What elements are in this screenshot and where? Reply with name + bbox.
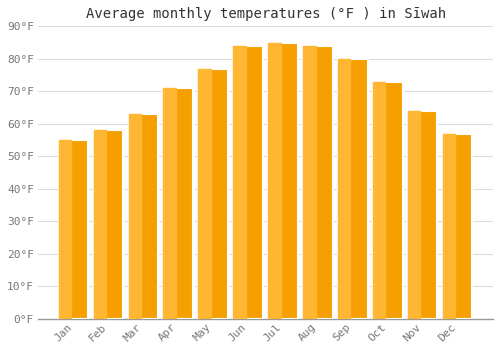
Bar — [408, 111, 438, 319]
Bar — [59, 140, 88, 319]
Bar — [59, 140, 72, 319]
Bar — [234, 46, 263, 319]
Bar — [442, 134, 455, 319]
Bar — [198, 69, 228, 319]
Bar — [268, 43, 280, 319]
Bar — [338, 59, 350, 319]
Bar — [94, 130, 124, 319]
Bar — [128, 114, 141, 319]
Bar — [303, 46, 316, 319]
Bar — [268, 43, 298, 319]
Bar — [164, 88, 193, 319]
Bar — [94, 130, 106, 319]
Bar — [164, 88, 176, 319]
Bar — [234, 46, 246, 319]
Bar — [373, 82, 402, 319]
Bar — [198, 69, 211, 319]
Bar — [303, 46, 333, 319]
Bar — [408, 111, 420, 319]
Bar — [338, 59, 368, 319]
Bar — [442, 134, 472, 319]
Bar — [373, 82, 386, 319]
Title: Average monthly temperatures (°F ) in Sīwah: Average monthly temperatures (°F ) in Sī… — [86, 7, 446, 21]
Bar — [128, 114, 158, 319]
